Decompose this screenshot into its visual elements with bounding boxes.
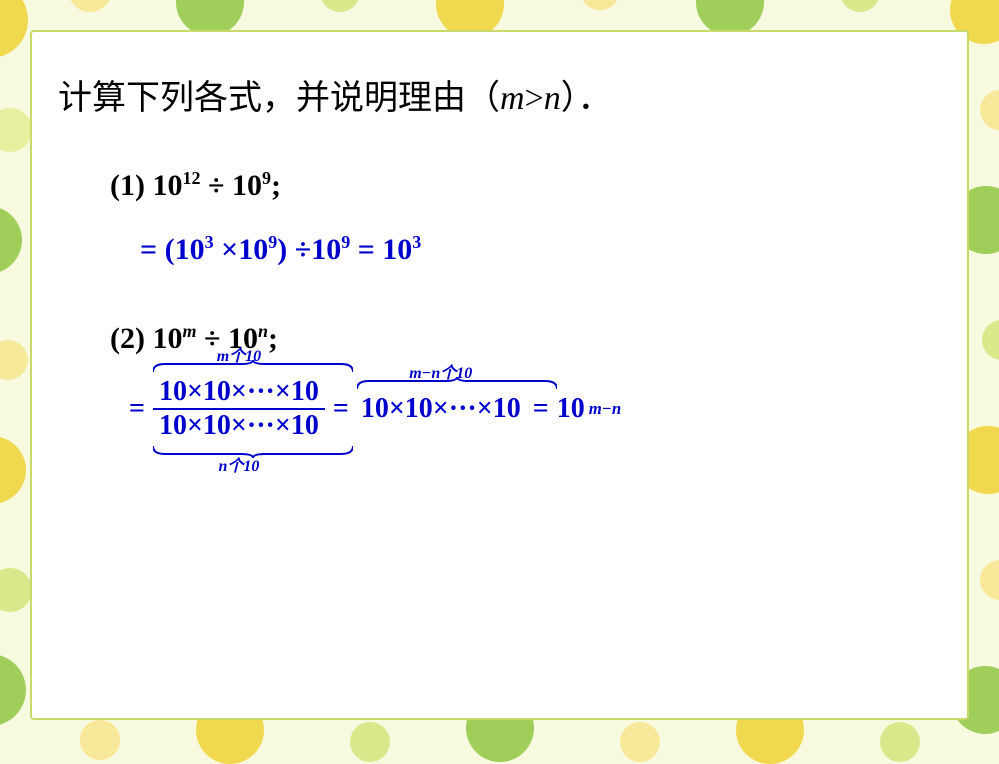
heading-prefix: 计算下列各式，并说明理由（ [58,80,500,117]
heading-var-n: n [544,80,561,117]
a1-e1: 3 [205,232,214,252]
border-circle [0,108,32,152]
overbrace2-icon [357,377,557,389]
problem-1: (1) 1012 ÷ 109; [110,169,949,203]
numerator: m个10 10×10×···×10 [153,376,325,408]
result-base: 10 [557,393,585,425]
a1-e2: 9 [268,232,277,252]
a2-eq2: = [333,393,349,425]
border-circle [0,436,26,504]
den-text: 10×10×···×10 [159,410,319,441]
overbrace-icon [153,360,353,372]
p1-e1: 12 [182,168,200,188]
a1-times: × [221,233,238,266]
p2-e1: m [182,321,196,341]
mid-text: 10×10×···×10 [361,393,521,424]
border-circle [982,320,999,360]
border-circle [620,722,660,762]
border-circle [0,0,28,58]
a1-lp: ( [165,233,175,266]
a2-eq: = [129,393,145,425]
border-circle [350,722,390,762]
mid-product: m−n个10 10×10×···×10 [357,393,525,425]
border-circle [980,90,999,130]
p2-label: (2) [110,322,145,355]
fraction: m个10 10×10×···×10 10×10×···×10 n个10 [153,376,325,442]
p1-b2: 10 [232,169,262,202]
a1-e4: 3 [412,232,421,252]
answer-2: = m个10 10×10×···×10 10×10×···×10 n个10 = … [125,376,949,442]
a1-eq2: = [358,233,375,266]
a1-div: ÷ [295,233,311,266]
num-text: 10×10×···×10 [159,376,319,407]
brace-label-n: n个10 [153,452,325,476]
heading-op: > [525,80,544,117]
border-circle [0,654,26,726]
border-circle [0,206,22,274]
border-circle [840,0,880,12]
p2-e2: n [258,321,268,341]
a1-e3: 9 [341,232,350,252]
p1-b1: 10 [152,169,182,202]
a1-b4: 10 [382,233,412,266]
border-circle [320,0,360,12]
p1-tail: ; [271,169,281,202]
p1-e2: 9 [262,168,271,188]
answer-1: = (103 ×109) ÷109 = 103 [140,233,949,267]
border-circle [68,0,112,12]
border-circle [0,568,32,612]
a1-b3: 10 [311,233,341,266]
border-circle [0,340,28,380]
a2-eq3: = [533,393,549,425]
border-circle [80,720,120,760]
heading: 计算下列各式，并说明理由（m>n）． [58,70,949,119]
a1-b2: 10 [238,233,268,266]
slide-content: 计算下列各式，并说明理由（m>n）． (1) 1012 ÷ 109; = (10… [50,70,949,710]
a1-b1: 10 [175,233,205,266]
a1-rp: ) [277,233,287,266]
border-circle [580,0,620,10]
denominator: 10×10×···×10 n个10 [153,408,325,442]
heading-var-m: m [500,80,525,117]
a1-eq: = [140,233,157,266]
border-circle [880,722,920,762]
border-circle [980,560,999,600]
p1-op: ÷ [208,169,224,202]
heading-suffix: ）． [561,80,612,117]
p1-label: (1) [110,169,145,202]
